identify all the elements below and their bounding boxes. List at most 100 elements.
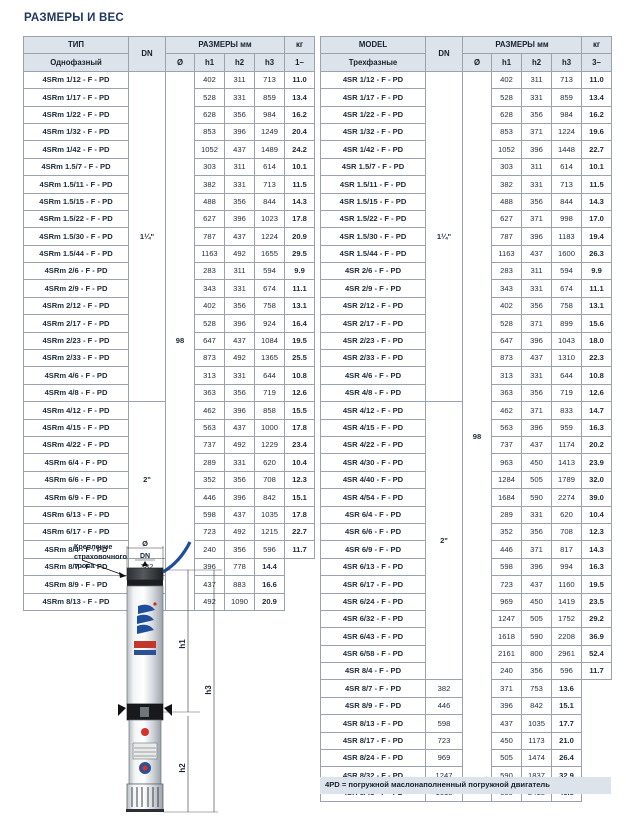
cell-dn: 1¼" xyxy=(128,70,166,403)
table-row: 4SR 1.5/15 - F - PD 488 356 844 14.3 xyxy=(320,192,613,211)
callout-line: троса xyxy=(74,561,95,571)
cell-model: 4SRm 1/12 - F - PD xyxy=(23,70,129,90)
cell-model: 4SR 6/9 - F - PD xyxy=(320,540,426,559)
cell-weight: 12.6 xyxy=(581,383,613,403)
table-row: 4SR 6/24 - F - PD 969 450 1419 23.5 xyxy=(320,592,613,611)
cell-weight: 20.9 xyxy=(284,227,316,246)
cell-h1: 598 xyxy=(491,557,522,577)
cell-h1: 488 xyxy=(491,192,522,211)
cell-h3: 1489 xyxy=(253,140,286,159)
cell-h3: 859 xyxy=(253,88,286,107)
cell-h2: 331 xyxy=(521,175,552,194)
cell-weight: 13.1 xyxy=(581,296,613,316)
table-row: 4SR 4/40 - F - PD 1284 505 1789 32.0 xyxy=(320,470,613,490)
cell-h2: 331 xyxy=(224,88,255,107)
cell-h3: 2961 xyxy=(550,644,583,664)
table-row: 4SR 1/17 - F - PD 528 331 859 13.4 xyxy=(320,88,613,107)
table-header: ТИП DN РАЗМЕРЫ мм кг Однофазный Ø h1 h2 … xyxy=(23,35,316,72)
cell-weight: 12.6 xyxy=(284,383,316,403)
cell-h3: 620 xyxy=(550,505,583,524)
cell-weight: 10.1 xyxy=(581,157,613,177)
cell-h3: 1600 xyxy=(550,244,583,264)
cell-h2: 437 xyxy=(521,435,552,455)
label-h2: h2 xyxy=(178,763,187,773)
cell-h2: 450 xyxy=(521,592,552,611)
brand-subplate xyxy=(134,650,156,655)
table-row: 4SR 2/9 - F - PD 343 331 674 11.1 xyxy=(320,279,613,298)
cell-h3: 1789 xyxy=(550,470,583,490)
cell-model: 4SRm 1/42 - F - PD xyxy=(23,140,129,159)
cell-model: 4SR 8/7 - F - PD xyxy=(320,679,426,698)
cell-h3: 842 xyxy=(521,696,552,716)
cell-h2: 356 xyxy=(521,296,552,316)
table-row: 4SR 2/17 - F - PD 528 371 899 15.6 xyxy=(320,314,613,333)
cell-h2: 356 xyxy=(521,105,552,124)
cell-h1: 363 xyxy=(194,383,225,403)
cell-model: 4SR 2/33 - F - PD xyxy=(320,349,426,368)
cell-h2: 311 xyxy=(521,157,552,177)
cell-h1: 787 xyxy=(491,227,522,246)
cell-h2: 396 xyxy=(521,227,552,246)
cell-model: 4SR 4/12 - F - PD xyxy=(320,401,426,420)
cell-h1: 723 xyxy=(425,731,463,751)
cell-model: 4SR 6/32 - F - PD xyxy=(320,609,426,629)
table-row: 4SR 1/12 - F - PD 1¼" 98 402 311 713 11.0 xyxy=(320,70,613,803)
cell-weight: 29.5 xyxy=(284,244,316,264)
pump-diagram: Крепление страховочного троса xyxy=(30,539,310,825)
table-row: 4SRm 4/22 - F - PD 737 492 1229 23.4 xyxy=(23,435,316,455)
cell-weight: 18.0 xyxy=(581,331,613,351)
cell-h1: 563 xyxy=(194,418,225,437)
cell-model: 4SRm 1/32 - F - PD xyxy=(23,122,129,142)
cell-h2: 492 xyxy=(224,435,255,455)
cell-model: 4SR 1.5/30 - F - PD xyxy=(320,227,426,246)
cell-h1: 627 xyxy=(194,209,225,229)
cell-h3: 1160 xyxy=(550,575,583,594)
header-diameter: Ø xyxy=(462,53,492,72)
cell-h2: 396 xyxy=(521,418,552,437)
cell-model: 4SR 2/9 - F - PD xyxy=(320,279,426,298)
cell-weight: 24.2 xyxy=(284,140,316,159)
header-kg-group: кг xyxy=(581,35,613,55)
cell-model: 4SR 1/17 - F - PD xyxy=(320,88,426,107)
cell-h1: 289 xyxy=(194,453,225,472)
header-dims-group: РАЗМЕРЫ мм xyxy=(164,35,286,55)
cell-h3: 713 xyxy=(253,175,286,194)
cell-model: 4SRm 2/6 - F - PD xyxy=(23,262,129,281)
cell-model: 4SR 1.5/22 - F - PD xyxy=(320,209,426,229)
cell-h2: 396 xyxy=(224,488,255,507)
cell-h2: 331 xyxy=(224,366,255,385)
table-row: 4SR 2/23 - F - PD 647 396 1043 18.0 xyxy=(320,331,613,351)
cell-h2: 396 xyxy=(224,122,255,142)
cell-h3: 1035 xyxy=(521,714,552,733)
cell-weight: 14.3 xyxy=(581,192,613,211)
cell-h1: 528 xyxy=(194,314,225,333)
cell-h2: 371 xyxy=(521,540,552,559)
cell-weight: 10.1 xyxy=(284,157,316,177)
cell-h1: 627 xyxy=(491,209,522,229)
cell-model: 4SR 1.5/15 - F - PD xyxy=(320,192,426,211)
cell-weight: 23.4 xyxy=(284,435,316,455)
table-header: MODEL DN РАЗМЕРЫ мм кг Трехфазные Ø h1 h… xyxy=(320,35,613,72)
cell-h3: 1229 xyxy=(253,435,286,455)
table-row: 4SR 2/6 - F - PD 283 311 594 9.9 xyxy=(320,262,613,281)
cell-model: 4SRm 4/22 - F - PD xyxy=(23,435,129,455)
cell-h2: 356 xyxy=(224,470,255,490)
cell-h3: 842 xyxy=(253,488,286,507)
cell-model: 4SR 4/40 - F - PD xyxy=(320,470,426,490)
cell-weight: 16.2 xyxy=(581,105,613,124)
flow-arrow-left-icon xyxy=(118,704,126,716)
table-row: 4SR 4/22 - F - PD 737 437 1174 20.2 xyxy=(320,435,613,455)
cell-weight: 13.1 xyxy=(284,296,316,316)
cell-h2: 505 xyxy=(521,609,552,629)
cell-h2: 505 xyxy=(491,749,522,768)
cell-model: 4SRm 1.5/15 - F - PD xyxy=(23,192,129,211)
cell-h3: 1365 xyxy=(253,349,286,368)
cell-model: 4SR 6/43 - F - PD xyxy=(320,627,426,646)
table-row: 4SRm 1.5/7 - F - PD 303 311 614 10.1 xyxy=(23,157,316,177)
cell-h1: 343 xyxy=(491,279,522,298)
table-row: 4SRm 2/17 - F - PD 528 396 924 16.4 xyxy=(23,314,316,333)
cell-model: 4SR 4/54 - F - PD xyxy=(320,488,426,507)
table-row: 4SRm 4/12 - F - PD 2" 462 396 858 15.5 xyxy=(23,401,316,559)
cell-model: 4SR 2/23 - F - PD xyxy=(320,331,426,351)
